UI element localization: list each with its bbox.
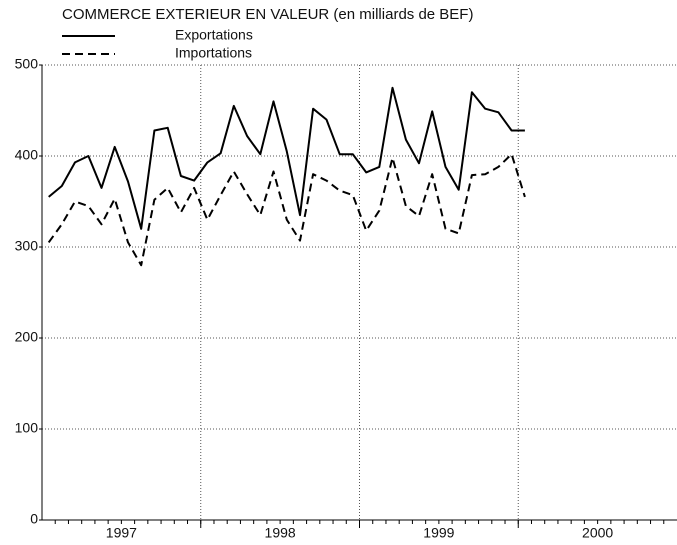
- x-tick-label: 1998: [265, 525, 296, 541]
- x-tick-label: 1997: [106, 525, 137, 541]
- line-series: [48, 86, 525, 230]
- legend-label: Importations: [175, 45, 252, 61]
- legend-label: Exportations: [175, 27, 253, 43]
- y-tick-label: 100: [15, 420, 39, 436]
- y-tick-label: 200: [15, 329, 39, 345]
- x-tick-label: 1999: [423, 525, 454, 541]
- y-tick-label: 400: [15, 147, 39, 163]
- chart-title: COMMERCE EXTERIEUR EN VALEUR (en milliar…: [62, 6, 473, 23]
- y-tick-label: 300: [15, 238, 39, 254]
- line-series: [47, 153, 526, 267]
- y-tick-label: 0: [30, 511, 38, 527]
- x-tick-label: 2000: [582, 525, 613, 541]
- y-tick-label: 500: [15, 56, 39, 72]
